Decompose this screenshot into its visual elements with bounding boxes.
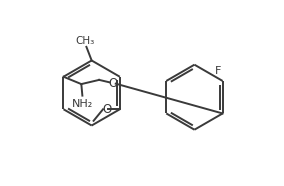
Text: F: F (215, 66, 222, 76)
Text: O: O (102, 103, 111, 116)
Text: O: O (108, 76, 117, 89)
Text: NH₂: NH₂ (72, 99, 93, 109)
Text: CH₃: CH₃ (76, 36, 95, 46)
